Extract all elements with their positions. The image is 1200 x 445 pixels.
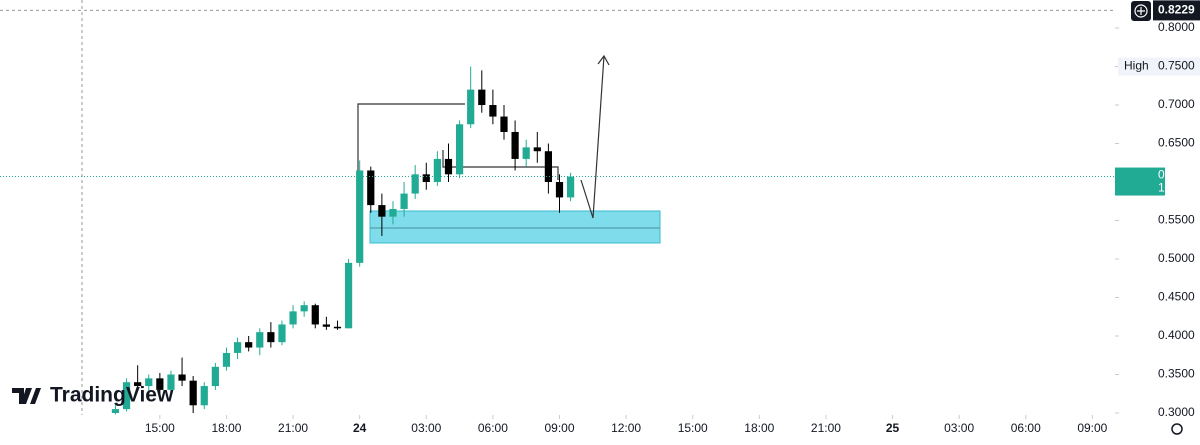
projection-arrow[interactable] — [580, 55, 605, 219]
candle-body — [433, 158, 441, 183]
high-marker-box — [1118, 57, 1200, 76]
candle-body — [533, 147, 541, 152]
candle-body — [344, 262, 353, 329]
candle-body — [500, 116, 508, 132]
candle-body — [333, 326, 342, 329]
x-tick-label: 09:00 — [544, 421, 574, 435]
candle-body — [378, 205, 386, 217]
structure-line[interactable] — [442, 150, 559, 180]
candle-body — [511, 131, 519, 159]
candle-body — [233, 342, 242, 353]
arrow-head — [597, 54, 610, 66]
candle-body — [145, 378, 153, 387]
x-tick-label: 15:00 — [145, 421, 175, 435]
candle-body — [267, 332, 275, 343]
candle-body — [200, 386, 208, 406]
candle-body — [122, 382, 131, 410]
candle-body — [156, 378, 164, 390]
logo: TradingView — [12, 384, 174, 407]
candle-body — [367, 170, 375, 206]
x-tick-label: 18:00 — [211, 421, 241, 435]
candle-body — [522, 147, 530, 159]
candle-body — [455, 124, 464, 175]
y-tick-label: 0.3500 — [1158, 367, 1195, 381]
candle-body — [189, 380, 197, 406]
candle-body — [111, 409, 120, 413]
y-tick-label: 0.5500 — [1158, 213, 1195, 227]
x-tick-label: 03:00 — [944, 421, 974, 435]
candle-body — [422, 174, 430, 183]
candle-body — [411, 174, 419, 194]
candle-body — [178, 374, 186, 381]
candle-body — [566, 176, 575, 198]
candle-body — [311, 305, 319, 325]
y-tick-label: 0.5000 — [1158, 251, 1195, 265]
candle-body — [289, 311, 297, 325]
candle-body — [544, 151, 553, 183]
logo-icon — [12, 388, 41, 404]
high-marker-value: 0.7500 — [1158, 59, 1195, 73]
candle-body — [389, 208, 397, 217]
x-tick-label: 21:00 — [278, 421, 308, 435]
x-tick-label: 06:00 — [1011, 421, 1041, 435]
candle-body — [400, 193, 408, 209]
x-tick-label: 21:00 — [811, 421, 841, 435]
candle-body — [467, 89, 475, 125]
x-tick-label: 12:00 — [611, 421, 641, 435]
x-tick-label: 03:00 — [411, 421, 441, 435]
drawings — [81, 0, 661, 415]
high-marker-name: High — [1124, 59, 1149, 73]
demand-zone[interactable] — [369, 210, 661, 244]
time-axis — [0, 415, 1115, 440]
x-tick-label: 09:00 — [1077, 421, 1107, 435]
candle-body — [256, 332, 264, 348]
y-tick-label: 0.4500 — [1158, 290, 1195, 304]
candle-body — [322, 324, 330, 327]
candle-body — [134, 382, 142, 387]
x-tick-label: 25 — [886, 421, 900, 435]
x-tick-label: 18:00 — [744, 421, 774, 435]
x-tick-label: 24 — [353, 421, 367, 435]
crosshair-price-box — [1153, 0, 1200, 21]
settings-icon[interactable] — [1171, 423, 1183, 435]
brand: TradingView — [50, 384, 174, 407]
candle-body — [356, 170, 364, 263]
candle-body — [300, 305, 308, 312]
crosshair-button[interactable] — [1131, 1, 1151, 21]
last-price-label: 0.6071 — [1158, 168, 1195, 182]
candle-body — [444, 158, 453, 175]
candle-body — [478, 89, 486, 106]
candle-body — [555, 182, 564, 198]
candle-body — [222, 352, 231, 367]
y-tick-label: 0.7000 — [1158, 97, 1195, 111]
countdown-label: 13:34 — [1158, 181, 1188, 195]
y-tick-label: 0.6500 — [1158, 136, 1195, 150]
x-tick-label: 15:00 — [678, 421, 708, 435]
candle-body — [489, 105, 497, 117]
candle-body — [167, 374, 175, 390]
candle-body — [245, 342, 253, 348]
y-tick-label: 0.3000 — [1158, 405, 1195, 419]
crosshair-price-label: 0.8229 — [1158, 3, 1195, 17]
y-tick-label: 0.8000 — [1158, 20, 1195, 34]
candle-body — [278, 324, 286, 343]
y-tick-label: 0.4000 — [1158, 328, 1195, 342]
last-price-box — [1115, 167, 1165, 196]
x-tick-label: 06:00 — [478, 421, 508, 435]
candle-body — [211, 366, 219, 387]
